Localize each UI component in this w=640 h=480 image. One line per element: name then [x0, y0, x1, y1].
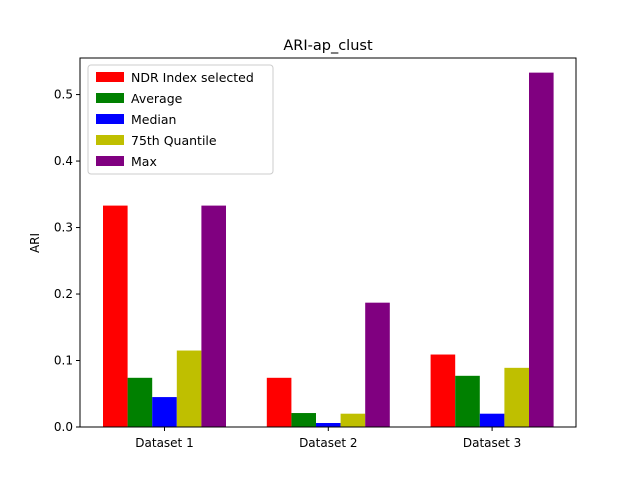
y-tick-label: 0.5: [54, 88, 73, 102]
y-tick-label: 0.0: [54, 420, 73, 434]
legend: NDR Index selected Average Median 75th Quan…: [87, 64, 274, 175]
bar-75th-quantile-2: [340, 413, 366, 427]
x-axis: Dataset 1 Dataset 2 Dataset 3: [135, 427, 521, 450]
bar-ndr-index-selected-1: [103, 205, 128, 427]
bar-average-2: [291, 413, 316, 427]
y-axis-label: ARI: [28, 233, 42, 253]
bar-ndr-index-selected-3: [430, 354, 456, 427]
legend-label: Median: [131, 112, 176, 127]
legend-label: 75th Quantile: [131, 133, 217, 148]
bar-75th-quantile-1: [176, 350, 202, 427]
bar-max-2: [365, 302, 390, 427]
bar-max-1: [201, 205, 226, 427]
x-tick-label: Dataset 3: [463, 436, 521, 450]
legend-label: Max: [131, 154, 157, 169]
legend-swatch: [96, 114, 124, 124]
y-tick-label: 0.3: [54, 221, 73, 235]
bar-median-3: [479, 413, 505, 427]
legend-label: NDR Index selected: [131, 70, 254, 85]
x-tick-label: Dataset 1: [135, 436, 193, 450]
chart-title: ARI-ap_clust: [283, 38, 373, 54]
x-tick-label: Dataset 2: [299, 436, 357, 450]
legend-swatch: [96, 93, 124, 103]
bar-75th-quantile-3: [504, 367, 529, 427]
bar-median-2: [316, 423, 341, 427]
bar-average-3: [455, 375, 480, 427]
legend-swatch: [96, 135, 124, 145]
legend-box: [87, 64, 274, 175]
y-tick-label: 0.2: [54, 287, 73, 301]
bar-median-1: [152, 397, 177, 427]
legend-swatch: [96, 156, 124, 166]
legend-label: Average: [131, 91, 183, 106]
bar-ndr-index-selected-2: [266, 377, 292, 427]
plot-frame: [79, 57, 577, 428]
bar-group: [103, 72, 554, 427]
bar-max-3: [529, 72, 554, 427]
legend-swatch: [96, 72, 124, 82]
y-tick-label: 0.4: [54, 154, 73, 168]
y-axis: 0.0 0.1 0.2 0.3 0.4 0.5: [54, 88, 80, 434]
bar-average-1: [127, 377, 153, 427]
y-tick-label: 0.1: [54, 354, 73, 368]
